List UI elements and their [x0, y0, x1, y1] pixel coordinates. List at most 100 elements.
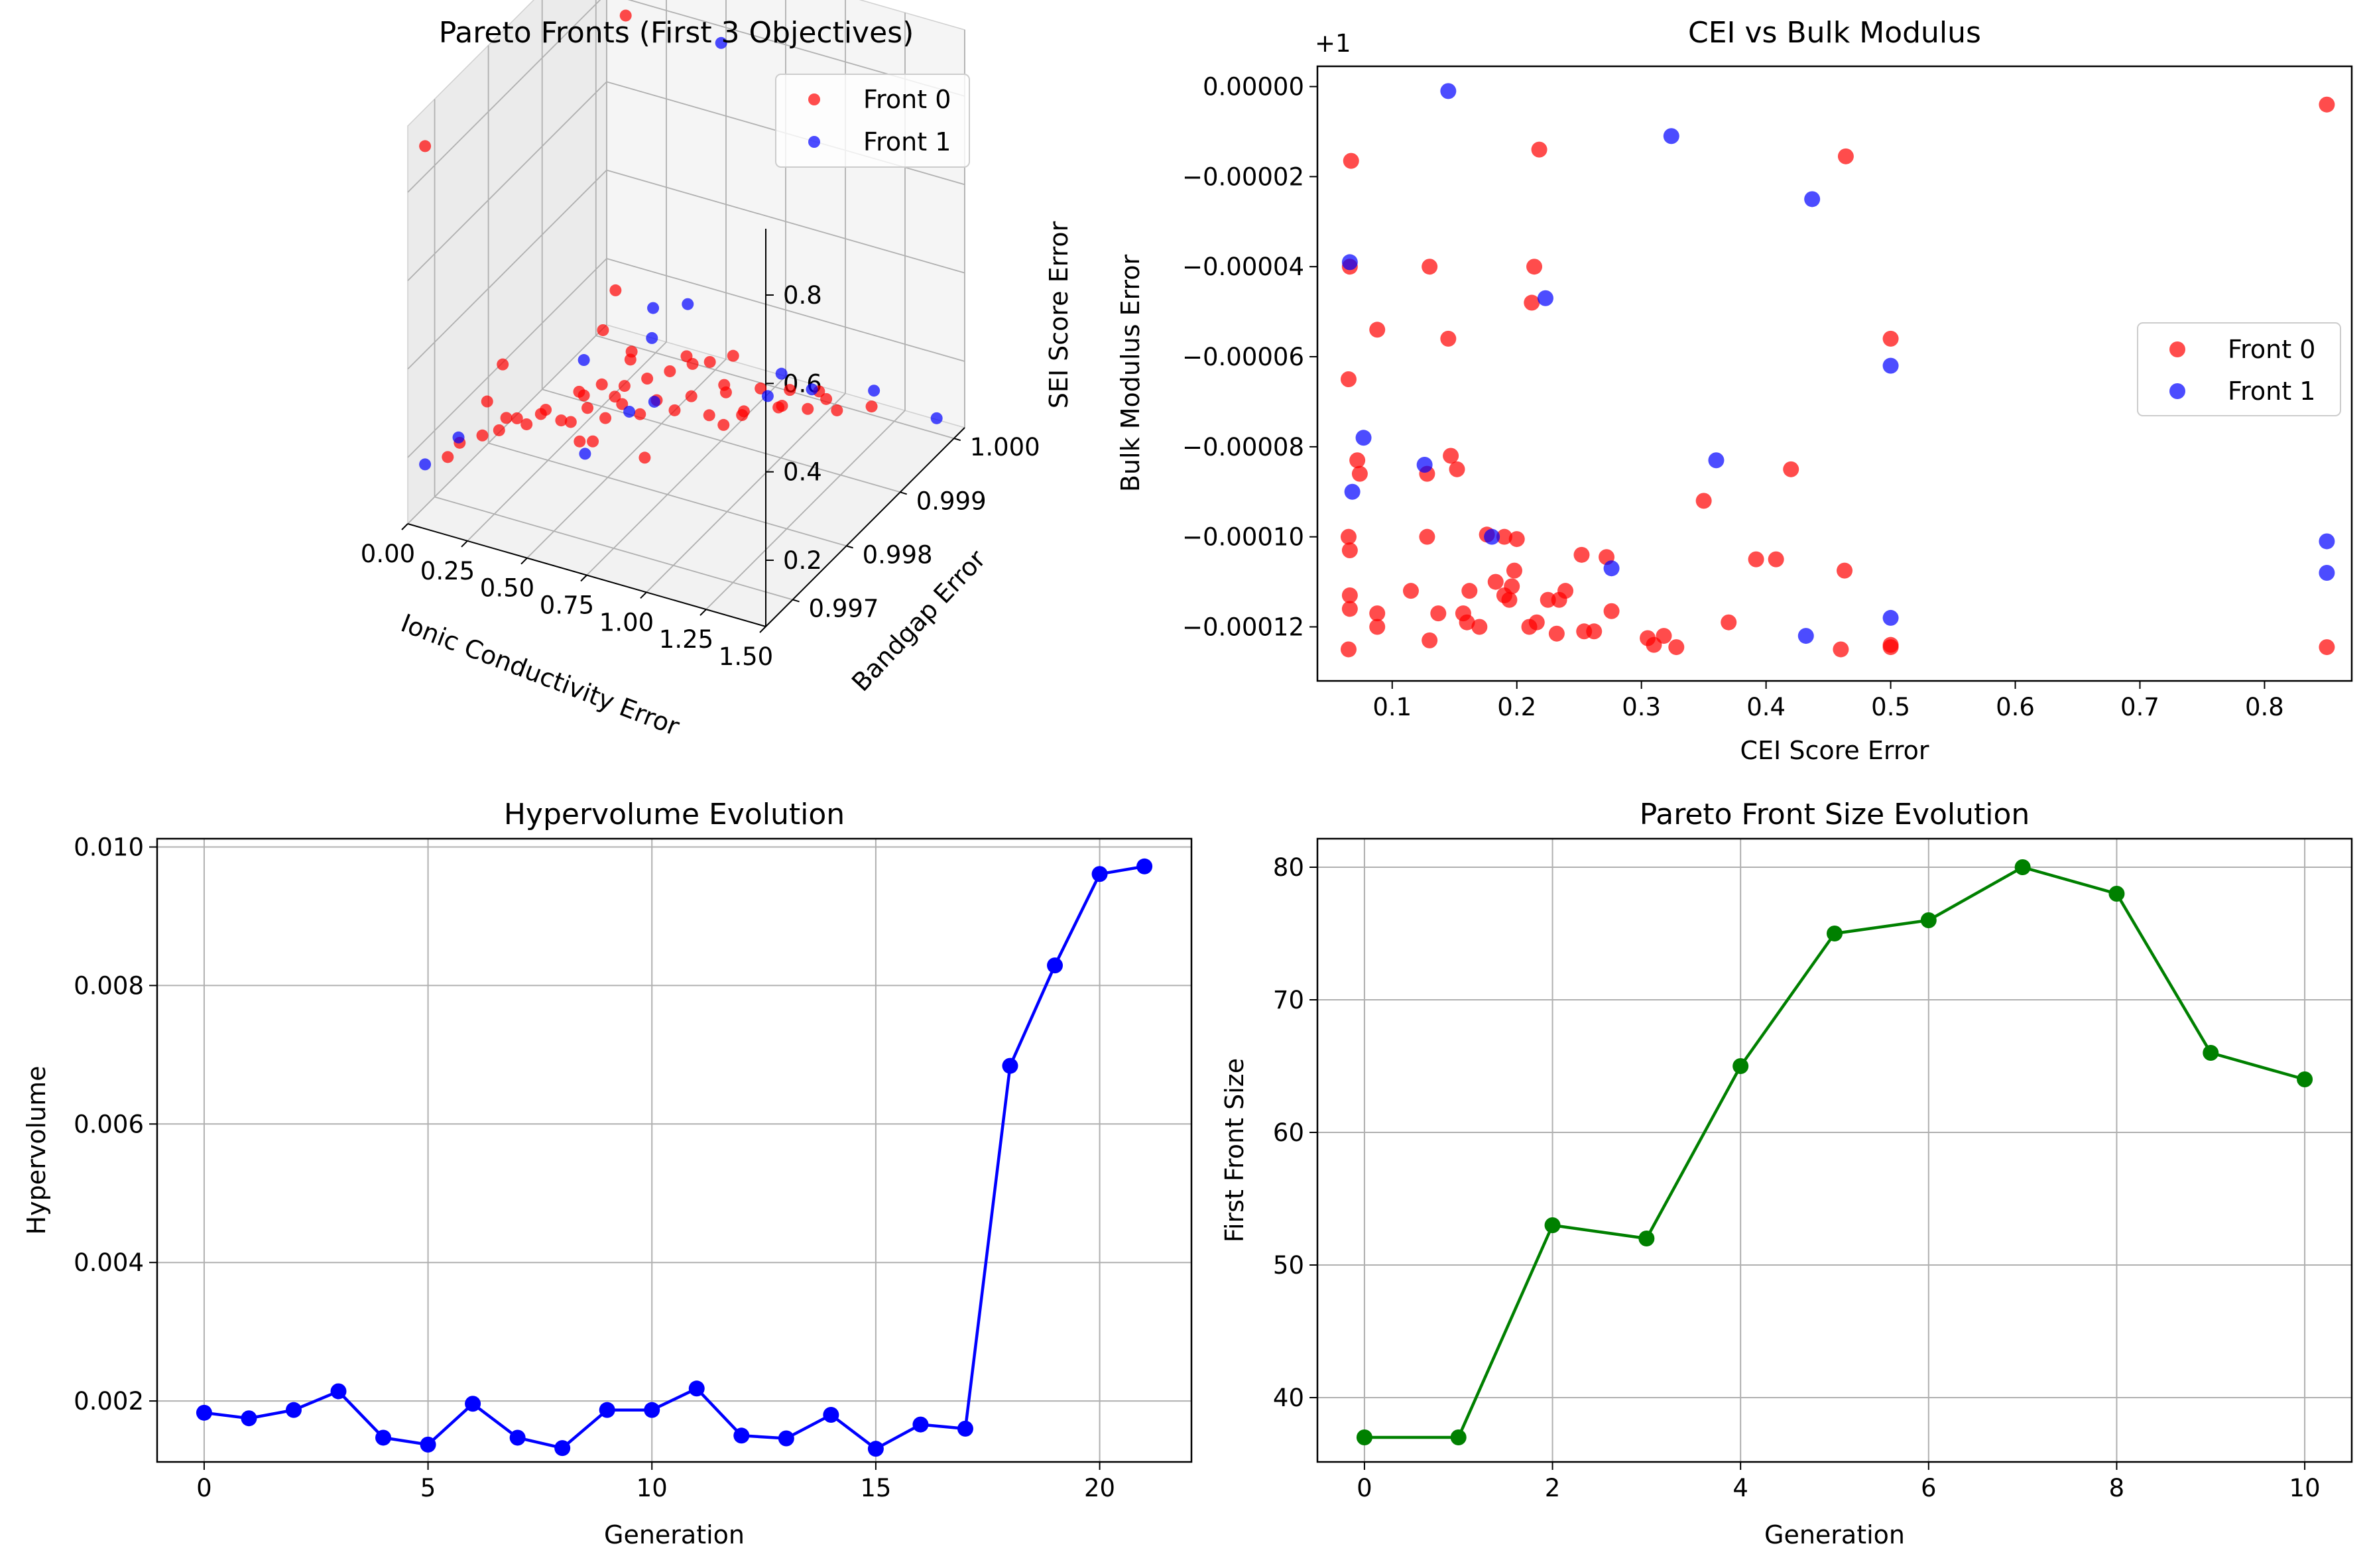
pareto-3d-legend-marker-front0: [808, 93, 820, 105]
hypervolume-marker-0: [196, 1404, 212, 1421]
pareto-3d-legend: Front 0 Front 1: [775, 74, 970, 168]
pareto-3d-point-front1-3: [646, 332, 658, 344]
pareto-3d-point-front0-51: [638, 452, 651, 464]
cei-bulk-xtick-label-6: 0.7: [2120, 693, 2159, 721]
cei-bulk-offset-text: +1: [1315, 29, 1351, 58]
hypervolume-marker-17: [957, 1420, 973, 1437]
pareto-3d-xgrid-floor-4: [646, 392, 846, 593]
cei-bulk-xlabel: CEI Score Error: [1740, 736, 1929, 765]
front-size-ytick-label-2: 60: [1273, 1118, 1304, 1147]
pareto-3d-legend-front0: Front 0: [863, 85, 951, 114]
cei-bulk-point-front0-24: [1459, 614, 1475, 631]
pareto-3d-point-front1-5: [452, 431, 465, 444]
front-size-plot-area: [1317, 839, 2352, 1462]
cei-bulk-point-front0-27: [1487, 573, 1504, 590]
pareto-3d-point-front1-2: [682, 298, 694, 310]
hypervolume-marker-20: [1091, 866, 1108, 882]
cei-bulk-point-front0-37: [1531, 141, 1548, 158]
pareto-3d-point-front1-10: [806, 383, 818, 396]
cei-bulk-point-front0-17: [1422, 259, 1438, 275]
front-size-xtick-label-0: 0: [1357, 1474, 1372, 1502]
pareto-3d-point-front0-46: [820, 392, 833, 405]
front-size-ytick-label-3: 70: [1273, 986, 1304, 1014]
hypervolume-marker-6: [465, 1396, 481, 1412]
cei-bulk-point-front1-4: [1416, 457, 1433, 473]
front-size-xtick-label-5: 10: [2289, 1474, 2321, 1502]
pareto-3d-points: [419, 9, 943, 471]
pareto-3d-point-front0-24: [703, 409, 715, 422]
cei-bulk-point-front0-52: [1695, 493, 1712, 509]
cei-bulk-ytick-label-5: −0.00010: [1182, 523, 1304, 552]
front-size-marker-8: [2108, 886, 2125, 902]
pareto-3d-xtick-label-6: 1.50: [719, 642, 773, 671]
hypervolume-marker-7: [509, 1429, 526, 1446]
front-size-ytick-label-4: 80: [1273, 853, 1304, 882]
pareto-3d-axes: 0.000.250.500.751.001.251.50 0.997 0.998 0.…: [361, 229, 1040, 671]
hypervolume-marker-3: [330, 1383, 347, 1400]
cei-bulk-point-front0-21: [1449, 461, 1465, 477]
front-size-ytick-label-1: 50: [1273, 1251, 1304, 1280]
pareto-3d-zgrid-left-2: [407, 81, 607, 281]
front-size-ytick-label-0: 40: [1273, 1384, 1304, 1412]
cei-bulk-point-front1-0: [1440, 83, 1457, 99]
pareto-3d-point-front0-10: [511, 412, 523, 424]
cei-bulk-legend-front0: Front 0: [2228, 335, 2315, 364]
hypervolume-panel: 0 5 10 15 20 0.002 0.004 0.006 0.008 0.010 Hyperv…: [22, 798, 1193, 1549]
cei-bulk-point-front0-15: [1419, 528, 1435, 545]
cei-bulk-legend-frame: [2137, 322, 2341, 416]
pareto-3d-zgrid-left-3: [407, 0, 601, 193]
pareto-3d-point-front0-52: [497, 358, 509, 371]
cei-bulk-point-front0-30: [1501, 591, 1518, 608]
pareto-3d-ygrid-floor-3: [595, 335, 955, 440]
pareto-3d-xtick-label-2: 0.50: [480, 574, 534, 603]
hypervolume-ytick-label-2: 0.006: [74, 1110, 144, 1138]
pareto-3d-xtick-label-5: 1.25: [659, 625, 713, 654]
pareto-3d-point-front1-9: [868, 385, 880, 397]
cei-bulk-point-front0-18: [1430, 605, 1447, 622]
pareto-3d-xgrid-floor-5: [705, 410, 906, 610]
pareto-3d-y-axis-line: [765, 427, 965, 627]
pareto-3d-ytick-mark-3: [953, 438, 961, 442]
cei-bulk-point-front1-6: [1537, 290, 1553, 306]
cei-bulk-point-front1-14: [2319, 533, 2335, 550]
cei-bulk-ytick-label-4: −0.00008: [1182, 433, 1304, 461]
cei-bulk-point-front0-39: [1540, 591, 1556, 608]
cei-bulk-point-front0-64: [2319, 639, 2335, 656]
pareto-3d-point-front0-19: [500, 412, 513, 424]
pareto-3d-legend-marker-front1: [808, 136, 820, 148]
front-size-marker-5: [1827, 926, 1843, 941]
pareto-3d-point-front0-54: [718, 379, 731, 391]
cei-bulk-point-front0-16: [1422, 632, 1438, 648]
pareto-3d-point-front1-1: [647, 302, 660, 314]
cei-bulk-point-front0-45: [1586, 623, 1603, 640]
pareto-3d-point-front0-0: [419, 140, 432, 152]
cei-bulk-legend-marker-front1: [2169, 383, 2185, 399]
pareto-3d-point-front0-43: [686, 357, 699, 370]
front-size-title: Pareto Front Size Evolution: [1640, 798, 2030, 831]
pareto-3d-point-front0-13: [442, 451, 454, 463]
hypervolume-marker-14: [823, 1406, 839, 1423]
hypervolume-marker-4: [375, 1429, 392, 1446]
pareto-3d-point-front0-53: [481, 395, 493, 408]
cei-bulk-point-front0-54: [1748, 551, 1764, 568]
pareto-3d-ztick-label-3: 0.8: [783, 281, 822, 310]
front-size-xlabel: Generation: [1764, 1520, 1905, 1549]
pareto-3d-xtick-label-4: 1.00: [599, 608, 654, 636]
pareto-3d-point-front0-42: [664, 365, 676, 377]
pareto-3d-xtick-mark-4: [640, 591, 647, 599]
hypervolume-ytick-label-3: 0.008: [74, 971, 144, 1000]
hypervolume-marker-2: [285, 1402, 302, 1418]
pareto-3d-ztick-label-0: 0.2: [783, 546, 822, 575]
pareto-3d-legend-frame: [775, 74, 970, 168]
cei-bulk-point-front1-13: [1882, 609, 1899, 626]
cei-bulk-point-front1-12: [1882, 357, 1899, 374]
cei-bulk-point-front0-13: [1402, 583, 1419, 599]
hypervolume-marker-21: [1136, 858, 1153, 874]
pareto-3d-point-front1-11: [775, 367, 788, 380]
cei-bulk-point-front0-58: [1837, 562, 1853, 579]
hypervolume-marker-15: [867, 1441, 884, 1457]
cei-bulk-point-front0-10: [1369, 322, 1386, 338]
cei-bulk-point-front0-20: [1443, 448, 1459, 464]
pareto-3d-point-front1-6: [419, 458, 432, 471]
